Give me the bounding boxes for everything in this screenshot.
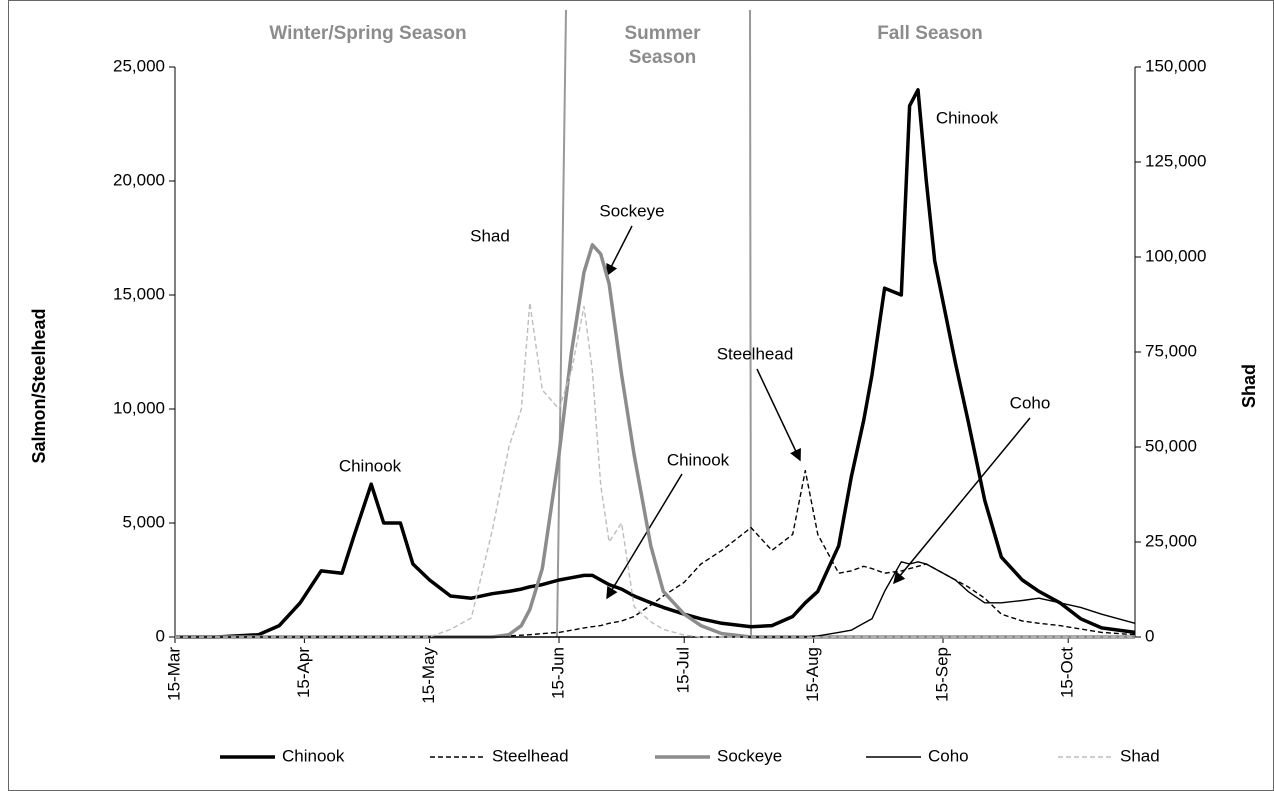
annotation: Coho xyxy=(1010,393,1051,412)
legend-label: Chinook xyxy=(282,746,345,765)
y-tick-label: 0 xyxy=(156,626,165,645)
y2-tick-label: 125,000 xyxy=(1145,151,1206,170)
legend-label: Steelhead xyxy=(492,746,569,765)
legend-label: Coho xyxy=(928,746,969,765)
series-line xyxy=(175,469,1136,638)
y2-tick-label: 100,000 xyxy=(1145,246,1206,265)
x-tick-label: 15-Sep xyxy=(932,647,951,702)
annotation: Chinook xyxy=(339,456,402,475)
y2-axis-title: Shad xyxy=(1239,364,1259,408)
y2-tick-label: 50,000 xyxy=(1145,436,1197,455)
y-tick-label: 10,000 xyxy=(113,398,165,417)
x-tick-label: 15-Mar xyxy=(164,647,183,701)
y2-tick-label: 150,000 xyxy=(1145,56,1206,75)
x-tick-label: 15-Oct xyxy=(1058,647,1077,698)
season-divider xyxy=(749,9,752,638)
annotation: Sockeye xyxy=(599,201,664,220)
annotation-arrow xyxy=(606,225,633,277)
y2-tick-label: 0 xyxy=(1145,626,1154,645)
annotation: Steelhead xyxy=(717,344,794,363)
annotation: Chinook xyxy=(936,108,999,127)
annotation-arrow xyxy=(606,473,683,600)
x-tick-label: 15-Apr xyxy=(294,647,313,698)
annotation-arrow xyxy=(893,417,1031,585)
x-tick-label: 15-Jul xyxy=(674,647,693,693)
series-line xyxy=(175,301,1135,638)
annotation-arrow xyxy=(756,368,801,462)
x-tick-label: 15-Jun xyxy=(548,647,567,699)
series-line xyxy=(175,243,1135,639)
y-tick-label: 15,000 xyxy=(113,284,165,303)
y-tick-label: 25,000 xyxy=(113,56,165,75)
legend-label: Shad xyxy=(1120,746,1160,765)
y-tick-label: 5,000 xyxy=(122,512,165,531)
y-axis-title: Salmon/Steelhead xyxy=(29,308,49,463)
y-tick-label: 20,000 xyxy=(113,170,165,189)
y2-tick-label: 75,000 xyxy=(1145,341,1197,360)
season-label: Fall Season xyxy=(877,23,983,44)
frame xyxy=(8,0,1274,791)
legend-label: Sockeye xyxy=(717,746,782,765)
season-divider xyxy=(556,9,567,638)
annotation: Shad xyxy=(470,226,510,245)
series-line xyxy=(175,88,1136,639)
season-label: Winter/Spring Season xyxy=(269,23,467,44)
annotations: Chinook Shad Sockeye Chinook Steelhead C… xyxy=(339,108,1051,600)
y2-tick-label: 25,000 xyxy=(1145,531,1197,550)
season-label: Summer Season xyxy=(624,23,701,68)
x-tick-label: 15-Aug xyxy=(803,647,822,702)
annotation: Chinook xyxy=(667,450,730,469)
x-tick-label: 15-May xyxy=(419,647,438,704)
